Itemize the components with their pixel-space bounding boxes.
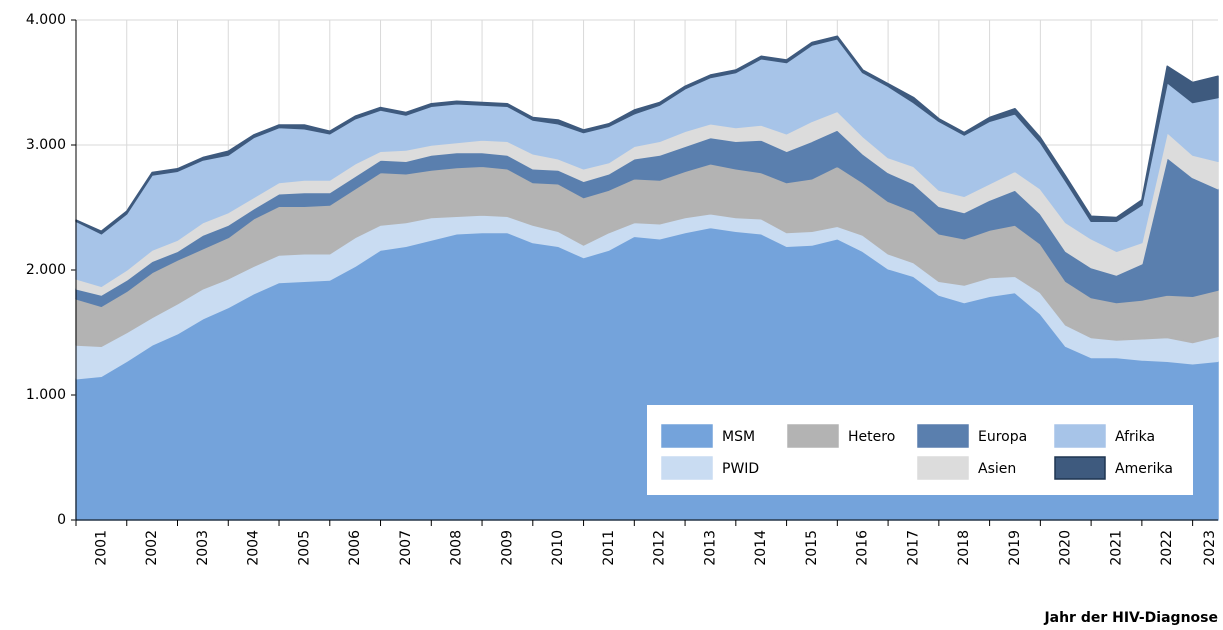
legend-swatch bbox=[661, 456, 713, 480]
legend-swatch bbox=[1054, 424, 1106, 448]
legend-box bbox=[647, 405, 1193, 495]
x-tick-label: 2018 bbox=[956, 530, 972, 566]
x-tick-label: 2001 bbox=[93, 530, 109, 566]
x-tick-label: 2021 bbox=[1108, 530, 1124, 566]
legend-swatch bbox=[787, 424, 839, 448]
x-tick-label: 2016 bbox=[855, 530, 871, 566]
x-tick-label: 2020 bbox=[1058, 530, 1074, 566]
legend-swatch bbox=[1054, 456, 1106, 480]
legend-label: Hetero bbox=[848, 429, 895, 445]
x-tick-label: 2023 bbox=[1202, 530, 1218, 566]
x-tick-label: 2012 bbox=[652, 530, 668, 566]
y-tick-label: 4.000 bbox=[26, 12, 66, 28]
legend-label: MSM bbox=[722, 429, 755, 445]
legend-label: Afrika bbox=[1115, 429, 1155, 445]
x-tick-label: 2022 bbox=[1159, 530, 1175, 566]
legend: MSM PWID Hetero Europa Asien Afrika Amerika bbox=[647, 405, 1193, 495]
y-tick-label: 2.000 bbox=[26, 262, 66, 278]
area bbox=[75, 35, 1219, 235]
legend-label: Asien bbox=[978, 461, 1016, 477]
x-tick-label: 2002 bbox=[144, 530, 160, 566]
x-tick-label: 2004 bbox=[246, 530, 262, 566]
legend-label: PWID bbox=[722, 461, 759, 477]
x-tick-label: 2017 bbox=[905, 530, 921, 566]
x-tick-label: 2013 bbox=[702, 530, 718, 566]
x-tick-label: 2014 bbox=[753, 530, 769, 566]
legend-swatch bbox=[917, 456, 969, 480]
legend-swatch bbox=[917, 424, 969, 448]
x-tick-label: 2015 bbox=[804, 530, 820, 566]
x-tick-label: 2003 bbox=[195, 530, 211, 566]
legend-label: Europa bbox=[978, 429, 1027, 445]
legend-swatch bbox=[661, 424, 713, 448]
x-tick-label: 2019 bbox=[1007, 530, 1023, 566]
y-tick-label: 3.000 bbox=[26, 137, 66, 153]
y-tick-label: 0 bbox=[57, 512, 66, 528]
x-tick-label: 2007 bbox=[398, 530, 414, 566]
x-tick-label: 2010 bbox=[550, 530, 566, 566]
x-axis-title: Jahr der HIV-Diagnose bbox=[1043, 610, 1218, 626]
x-tick-label: 2008 bbox=[449, 530, 465, 566]
legend-label: Amerika bbox=[1115, 461, 1173, 477]
x-tick-label: 2011 bbox=[601, 530, 617, 566]
x-tick-label: 2006 bbox=[347, 530, 363, 566]
x-tick-label: 2005 bbox=[296, 530, 312, 566]
y-tick-label: 1.000 bbox=[26, 387, 66, 403]
x-tick-label: 2009 bbox=[499, 530, 515, 566]
